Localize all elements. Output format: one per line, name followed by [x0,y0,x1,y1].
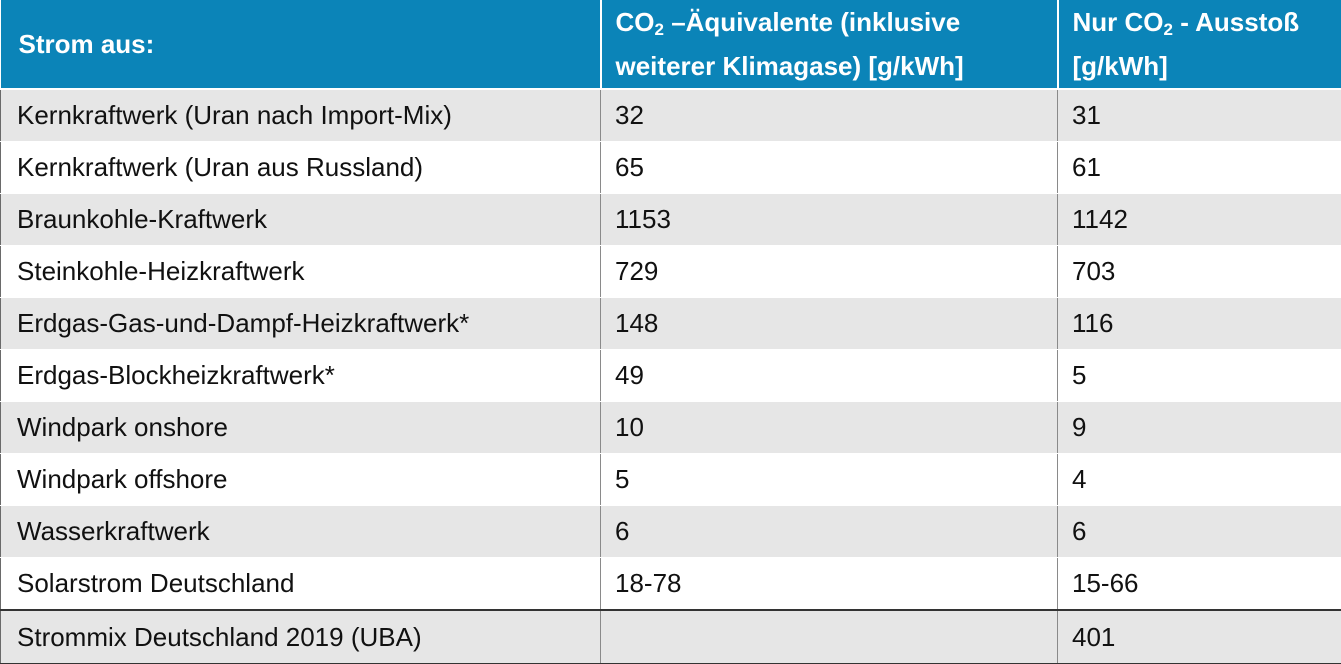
table-row: Steinkohle-Heizkraftwerk 729 703 [1,246,1341,298]
cell-source: Steinkohle-Heizkraftwerk [1,246,601,298]
table-row: Erdgas-Gas-und-Dampf-Heizkraftwerk* 148 … [1,298,1341,350]
cell-source: Erdgas-Blockheizkraftwerk* [1,350,601,402]
table-row: Wasserkraftwerk 6 6 [1,506,1341,558]
cell-co2-equivalent: 729 [601,246,1058,298]
cell-source: Wasserkraftwerk [1,506,601,558]
table-row: Kernkraftwerk (Uran aus Russland) 65 61 [1,142,1341,194]
cell-co2-equivalent: 10 [601,402,1058,454]
header-source: Strom aus: [1,0,601,89]
summary-source: Strommix Deutschland 2019 (UBA) [1,610,601,664]
cell-co2-equivalent: 49 [601,350,1058,402]
cell-co2-only: 703 [1058,246,1341,298]
header-row: Strom aus: CO2 –Äquivalente (inklusive w… [1,0,1341,89]
cell-co2-only: 6 [1058,506,1341,558]
cell-co2-only: 31 [1058,89,1341,142]
table-row: Braunkohle-Kraftwerk 1153 1142 [1,194,1341,246]
summary-row: Strommix Deutschland 2019 (UBA) 401 [1,610,1341,664]
table-row: Windpark onshore 10 9 [1,402,1341,454]
cell-co2-only: 61 [1058,142,1341,194]
header-co2-only: Nur CO2 - Ausstoß [g/kWh] [1058,0,1341,89]
table-row: Windpark offshore 5 4 [1,454,1341,506]
cell-co2-only: 5 [1058,350,1341,402]
cell-co2-only: 1142 [1058,194,1341,246]
cell-source: Kernkraftwerk (Uran nach Import-Mix) [1,89,601,142]
summary-co2-only: 401 [1058,610,1341,664]
cell-co2-equivalent: 5 [601,454,1058,506]
cell-co2-only: 4 [1058,454,1341,506]
header-co2-equivalent-rest: –Äquivalente (inklusive weiterer Klimaga… [616,7,964,81]
cell-co2-equivalent: 18-78 [601,558,1058,611]
cell-co2-only: 15-66 [1058,558,1341,611]
cell-co2-equivalent: 6 [601,506,1058,558]
header-co2-equivalent-prefix: CO [616,7,655,37]
cell-co2-only: 116 [1058,298,1341,350]
cell-co2-equivalent: 148 [601,298,1058,350]
header-co2-only-prefix: Nur CO [1073,7,1164,37]
table-row: Solarstrom Deutschland 18-78 15-66 [1,558,1341,611]
cell-source: Kernkraftwerk (Uran aus Russland) [1,142,601,194]
table-row: Erdgas-Blockheizkraftwerk* 49 5 [1,350,1341,402]
cell-source: Solarstrom Deutschland [1,558,601,611]
cell-co2-equivalent: 65 [601,142,1058,194]
cell-co2-equivalent: 1153 [601,194,1058,246]
table-row: Kernkraftwerk (Uran nach Import-Mix) 32 … [1,89,1341,142]
header-co2-only-sub: 2 [1164,20,1173,39]
cell-co2-equivalent: 32 [601,89,1058,142]
cell-source: Braunkohle-Kraftwerk [1,194,601,246]
header-co2-equivalent-sub: 2 [655,20,664,39]
summary-co2-equivalent [601,610,1058,664]
header-co2-equivalent: CO2 –Äquivalente (inklusive weiterer Kli… [601,0,1058,89]
cell-source: Erdgas-Gas-und-Dampf-Heizkraftwerk* [1,298,601,350]
cell-source: Windpark offshore [1,454,601,506]
cell-co2-only: 9 [1058,402,1341,454]
cell-source: Windpark onshore [1,402,601,454]
